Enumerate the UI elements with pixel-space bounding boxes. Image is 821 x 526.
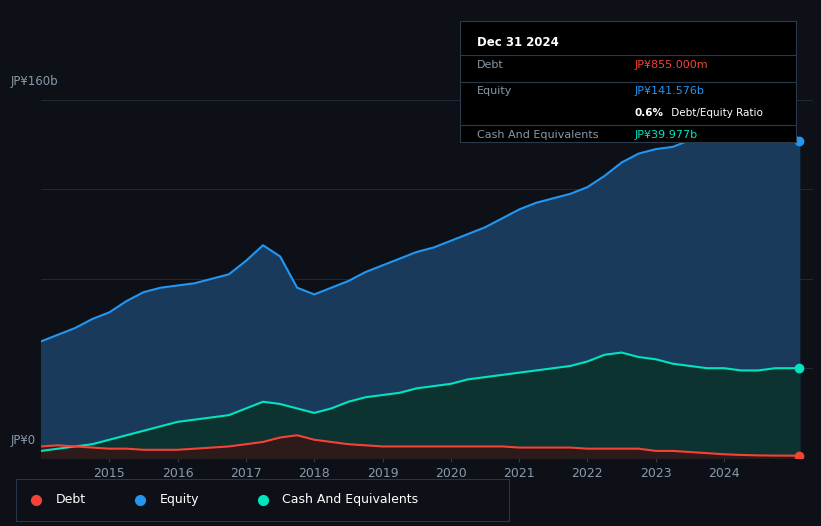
Text: Dec 31 2024: Dec 31 2024 — [477, 36, 558, 48]
Text: JP¥39.977b: JP¥39.977b — [635, 130, 698, 140]
Text: JP¥0: JP¥0 — [10, 434, 35, 447]
Text: Cash And Equivalents: Cash And Equivalents — [282, 493, 419, 506]
Text: Debt: Debt — [477, 60, 503, 70]
Text: JP¥160b: JP¥160b — [10, 75, 57, 88]
Text: Equity: Equity — [477, 86, 512, 96]
Text: Equity: Equity — [159, 493, 199, 506]
Text: JP¥141.576b: JP¥141.576b — [635, 86, 704, 96]
Text: JP¥855.000m: JP¥855.000m — [635, 60, 709, 70]
Text: Cash And Equivalents: Cash And Equivalents — [477, 130, 598, 140]
Text: Debt: Debt — [56, 493, 86, 506]
Text: Debt/Equity Ratio: Debt/Equity Ratio — [668, 108, 764, 118]
Text: 0.6%: 0.6% — [635, 108, 664, 118]
